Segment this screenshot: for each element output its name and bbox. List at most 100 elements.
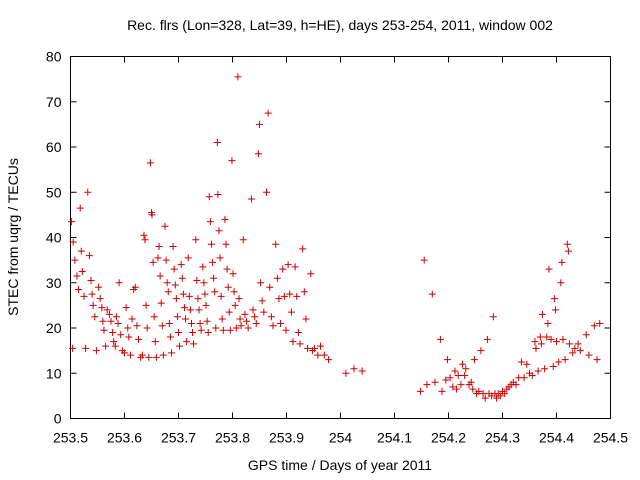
data-point	[176, 342, 184, 350]
data-point	[154, 254, 162, 262]
data-point	[231, 301, 239, 309]
data-point	[557, 279, 565, 287]
data-point	[155, 243, 163, 251]
data-point	[282, 326, 290, 334]
data-point	[126, 351, 134, 359]
x-tick-label: 254	[329, 430, 353, 446]
data-point	[222, 240, 230, 248]
data-point	[185, 292, 193, 300]
x-axis-label: GPS time / Days of year 2011	[248, 457, 432, 473]
data-point	[167, 349, 175, 357]
data-point	[249, 306, 257, 314]
data-point	[462, 365, 470, 373]
data-point	[550, 295, 558, 303]
x-tick-label: 254.1	[377, 430, 412, 446]
data-point	[467, 378, 475, 386]
data-point	[481, 394, 489, 402]
data-point	[307, 270, 315, 278]
data-point	[443, 356, 451, 364]
data-point	[211, 288, 219, 296]
data-point	[284, 261, 292, 269]
data-point	[528, 372, 536, 380]
data-point	[180, 304, 188, 312]
data-point	[538, 310, 546, 318]
data-point	[135, 335, 143, 343]
data-point	[112, 313, 120, 321]
data-point	[217, 292, 225, 300]
scatter-points	[68, 73, 604, 402]
data-point	[69, 344, 77, 352]
data-point	[251, 313, 259, 321]
data-point	[111, 342, 119, 350]
data-point	[559, 335, 567, 343]
data-point	[149, 258, 157, 266]
y-tick-label: 40	[46, 230, 62, 246]
data-point	[342, 369, 350, 377]
data-point	[84, 188, 92, 196]
data-point	[294, 329, 302, 337]
data-point	[236, 315, 244, 323]
data-point	[213, 138, 221, 146]
data-point	[212, 324, 220, 332]
data-point	[258, 297, 266, 305]
data-point	[218, 315, 226, 323]
data-point	[143, 324, 151, 332]
data-point	[269, 322, 277, 330]
data-point	[178, 274, 186, 282]
data-point	[148, 211, 156, 219]
data-point	[142, 301, 150, 309]
data-point	[98, 304, 106, 312]
data-point	[216, 254, 224, 262]
data-point	[302, 315, 310, 323]
data-point	[501, 390, 509, 398]
data-point	[100, 326, 108, 334]
x-tick-label: 253.5	[53, 430, 88, 446]
data-point	[150, 313, 158, 321]
data-point	[239, 236, 247, 244]
data-point	[207, 240, 215, 248]
x-tick-label: 254.4	[539, 430, 574, 446]
data-point	[428, 290, 436, 298]
data-point	[263, 188, 271, 196]
data-point	[545, 265, 553, 273]
data-point	[453, 385, 461, 393]
data-point	[232, 324, 240, 332]
data-point	[431, 378, 439, 386]
data-point	[241, 310, 249, 318]
x-tick-label: 253.9	[269, 430, 304, 446]
data-point	[145, 353, 153, 361]
x-tick-label: 254.2	[431, 430, 466, 446]
data-point	[243, 317, 251, 325]
data-point	[234, 73, 242, 81]
data-point	[520, 374, 528, 382]
data-point	[169, 243, 177, 251]
data-point	[544, 319, 552, 327]
data-point	[151, 338, 159, 346]
data-point	[493, 394, 501, 402]
data-point	[193, 276, 201, 284]
data-point	[564, 247, 572, 255]
data-point	[162, 256, 170, 264]
data-point	[85, 252, 93, 260]
data-point	[209, 258, 217, 266]
data-point	[537, 340, 545, 348]
data-point	[187, 319, 195, 327]
data-point	[205, 193, 213, 201]
data-point	[201, 290, 209, 298]
data-point	[454, 372, 462, 380]
data-point	[256, 120, 263, 128]
data-point	[543, 333, 551, 341]
data-point	[277, 319, 285, 327]
data-point	[247, 195, 255, 203]
data-point	[215, 227, 223, 235]
data-point	[141, 236, 149, 244]
data-point	[140, 231, 148, 239]
data-point	[304, 344, 312, 352]
data-point	[68, 218, 76, 226]
data-point	[182, 315, 190, 323]
data-point	[267, 313, 275, 321]
data-point	[164, 288, 172, 296]
x-tick-label: 253.8	[215, 430, 250, 446]
data-point	[199, 263, 207, 271]
